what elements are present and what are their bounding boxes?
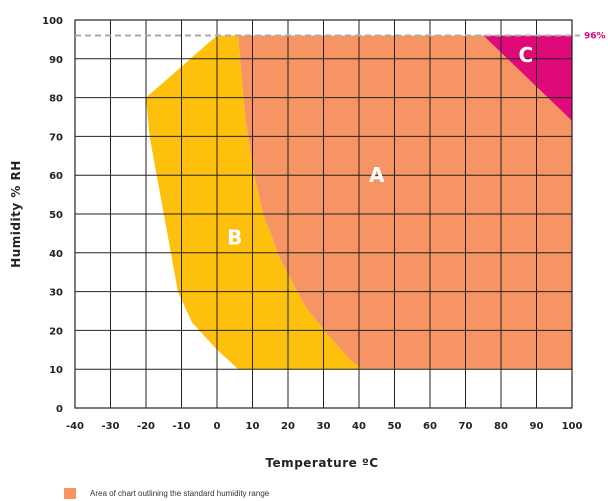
y-tick-label: 40: [49, 249, 63, 260]
y-tick-label: 0: [56, 404, 63, 415]
x-tick-label: 20: [281, 421, 295, 432]
region-a: [238, 35, 573, 370]
x-tick-label: 80: [494, 421, 508, 432]
x-tick-label: 30: [317, 421, 331, 432]
y-tick-label: 20: [49, 326, 63, 337]
x-tick-label: 0: [214, 421, 221, 432]
x-tick-label: -10: [172, 421, 190, 432]
plot-frame: [74, 19, 573, 409]
y-tick-label: 80: [49, 94, 63, 105]
region-label-b: B: [227, 225, 242, 249]
x-tick-label: 90: [530, 421, 544, 432]
reference-line-label: 96%: [584, 32, 606, 42]
y-tick-label: 50: [49, 210, 63, 221]
region-b: [146, 35, 363, 370]
y-tick-label: 100: [42, 16, 63, 27]
x-tick-label: -40: [66, 421, 84, 432]
x-tick-label: 10: [246, 421, 260, 432]
y-tick-label: 10: [49, 365, 63, 376]
y-tick-label: 30: [49, 288, 63, 299]
x-tick-label: -20: [137, 421, 155, 432]
y-tick-label: 70: [49, 132, 63, 143]
y-tick-label: 90: [49, 55, 63, 66]
legend: Area of chart outlining the standard hum…: [64, 486, 269, 500]
legend-text: Area of chart outlining the standard hum…: [90, 488, 270, 498]
x-axis-title: Temperature ºC: [265, 456, 378, 470]
y-tick-label: 60: [49, 171, 63, 182]
y-axis-title: Humidity % RH: [9, 160, 23, 268]
region-label-c: C: [519, 43, 534, 67]
x-tick-label: 60: [423, 421, 437, 432]
x-tick-label: 70: [459, 421, 473, 432]
region-label-a: A: [369, 163, 385, 187]
humidity-temperature-chart: 96% B A C -40 -30 -20 -10 0 10 20 30 40 50 60 70 80 90 1…: [9, 16, 606, 470]
x-tick-label: 100: [562, 421, 583, 432]
x-tick-label: 40: [352, 421, 366, 432]
legend-swatch: [64, 487, 76, 499]
region-c: [483, 35, 572, 121]
x-tick-label: 50: [388, 421, 402, 432]
x-tick-label: -30: [101, 421, 119, 432]
